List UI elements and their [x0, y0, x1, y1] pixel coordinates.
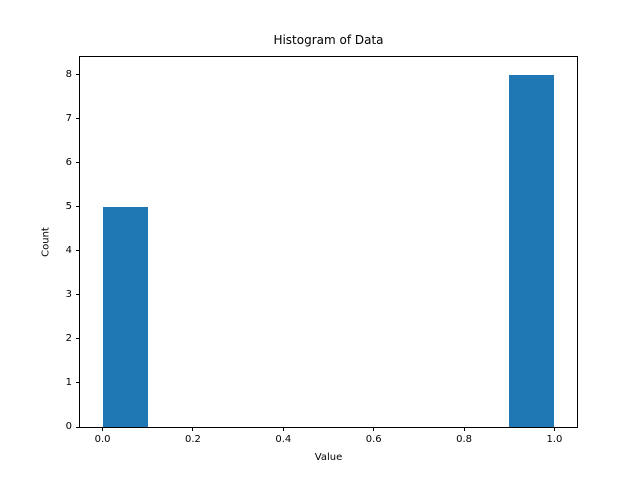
y-tick-label: 2	[65, 332, 72, 344]
y-tick	[76, 74, 80, 76]
y-tick-label: 1	[65, 376, 72, 388]
x-tick-label: 1.0	[546, 434, 563, 445]
x-tick	[463, 427, 465, 431]
y-tick-label: 5	[65, 200, 72, 212]
y-tick-label: 7	[65, 112, 72, 124]
y-tick	[76, 382, 80, 384]
y-tick-label: 3	[65, 288, 72, 300]
y-tick-label: 6	[65, 156, 72, 168]
x-tick-label: 0.8	[456, 434, 472, 445]
y-tick	[76, 338, 80, 340]
y-tick	[76, 250, 80, 252]
y-tick-label: 8	[65, 68, 72, 80]
y-tick	[76, 426, 80, 428]
x-tick	[373, 427, 375, 431]
x-tick	[192, 427, 194, 431]
x-axis-label: Value	[314, 452, 343, 463]
histogram-bar	[102, 206, 148, 427]
x-tick-label: 0.0	[94, 434, 111, 445]
y-tick-label: 4	[65, 244, 72, 256]
y-tick	[76, 294, 80, 296]
x-tick	[553, 427, 555, 431]
x-tick-label: 0.4	[275, 434, 292, 445]
chart-title: Histogram of Data	[273, 33, 384, 47]
x-tick-label: 0.2	[185, 434, 201, 445]
histogram-bar	[509, 74, 555, 427]
x-tick	[282, 427, 284, 431]
y-tick-label: 0	[65, 421, 72, 432]
plot-area: 0.0 0.2 0.4 0.6 0.8 1.0 0 1 2 3 4 5 6 7 8	[66, 56, 578, 445]
x-tick-label: 0.6	[365, 434, 382, 445]
y-tick	[76, 162, 80, 164]
y-tick	[76, 206, 80, 208]
y-tick	[76, 118, 80, 120]
x-tick	[102, 427, 104, 431]
